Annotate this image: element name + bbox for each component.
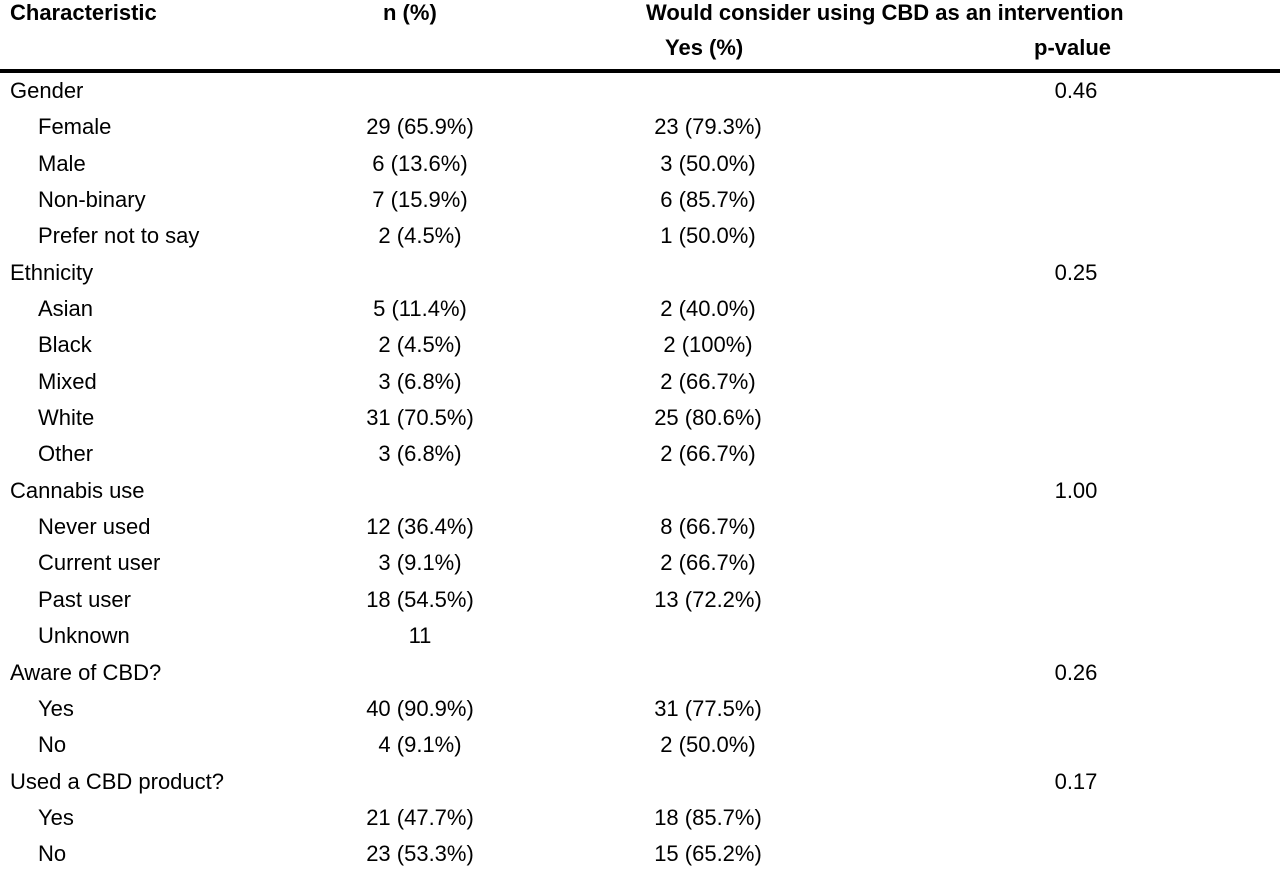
table-row: No 23 (53.3%) 15 (65.2%) [0, 836, 1280, 872]
row-label: Never used [38, 514, 151, 540]
row-n-percent: 18 (54.5%) [366, 586, 474, 612]
row-label: No [38, 841, 67, 867]
header-n-percent: n (%) [383, 0, 437, 25]
row-yes-percent: 2 (40.0%) [660, 296, 756, 322]
row-label: Other [38, 441, 94, 467]
row-yes-percent: 25 (80.6%) [654, 405, 762, 431]
table-header: Characteristic n (%) Would consider usin… [0, 0, 1280, 72]
table-row: Black 2 (4.5%) 2 (100%) [0, 327, 1280, 363]
row-yes-percent: 31 (77.5%) [654, 695, 762, 721]
table-row: Female 29 (65.9%) 23 (79.3%) [0, 109, 1280, 145]
row-yes-percent: 2 (66.7%) [660, 368, 756, 394]
table-group-row: Gender 0.46 [0, 73, 1280, 109]
row-n-percent: 6 (13.6%) [372, 150, 468, 176]
row-label: Past user [38, 586, 131, 612]
table-row: Yes 21 (47.7%) 18 (85.7%) [0, 800, 1280, 836]
row-n-percent: 5 (11.4%) [373, 296, 467, 322]
row-label: Gender [10, 78, 84, 103]
row-yes-percent: 23 (79.3%) [654, 114, 762, 140]
row-n-percent: 4 (9.1%) [378, 732, 462, 758]
row-p-value: 0.17 [1054, 768, 1098, 794]
row-yes-percent: 8 (66.7%) [660, 514, 756, 540]
table-group-row: Cannabis use 1.00 [0, 473, 1280, 509]
row-label: Mixed [38, 368, 97, 394]
row-label: Aware of CBD? [10, 659, 162, 685]
row-p-value: 0.25 [1054, 259, 1098, 285]
row-label: Asian [38, 296, 94, 322]
header-characteristic: Characteristic [10, 0, 157, 25]
row-n-percent: 7 (15.9%) [372, 187, 468, 213]
table-group-row: Ethnicity 0.25 [0, 255, 1280, 291]
row-label: Yes [38, 804, 74, 830]
row-label: Ethnicity [10, 259, 94, 285]
row-label: No [38, 732, 67, 758]
table-row: Yes 40 (90.9%) 31 (77.5%) [0, 691, 1280, 727]
row-n-percent: 11 [408, 623, 432, 649]
table-row: Non-binary 7 (15.9%) 6 (85.7%) [0, 182, 1280, 218]
row-label: White [38, 405, 95, 431]
row-n-percent: 31 (70.5%) [366, 405, 474, 431]
row-label: Cannabis use [10, 477, 145, 503]
row-label: Unknown [38, 623, 130, 649]
table-row: Other 3 (6.8%) 2 (66.7%) [0, 436, 1280, 472]
table-row: Current user 3 (9.1%) 2 (66.7%) [0, 545, 1280, 581]
table-row: Unknown 11 [0, 618, 1280, 654]
header-p-value: p-value [1034, 35, 1112, 60]
row-n-percent: 3 (6.8%) [378, 368, 462, 394]
row-label: Current user [38, 550, 161, 576]
row-n-percent: 3 (9.1%) [378, 550, 462, 576]
row-n-percent: 40 (90.9%) [366, 695, 474, 721]
header-yes-percent: Yes (%) [665, 35, 744, 60]
row-yes-percent: 1 (50.0%) [660, 223, 756, 249]
row-n-percent: 2 (4.5%) [378, 332, 462, 358]
table-row: Prefer not to say 2 (4.5%) 1 (50.0%) [0, 218, 1280, 254]
table-row: Never used 12 (36.4%) 8 (66.7%) [0, 509, 1280, 545]
row-yes-percent: 6 (85.7%) [660, 187, 756, 213]
table-row: White 31 (70.5%) 25 (80.6%) [0, 400, 1280, 436]
table-row: No 4 (9.1%) 2 (50.0%) [0, 727, 1280, 763]
row-yes-percent: 18 (85.7%) [654, 804, 762, 830]
row-yes-percent: 2 (100%) [663, 332, 753, 358]
row-label: Used a CBD product? [10, 768, 224, 794]
table-row: Asian 5 (11.4%) 2 (40.0%) [0, 291, 1280, 327]
row-n-percent: 2 (4.5%) [378, 223, 462, 249]
row-label: Prefer not to say [38, 223, 200, 249]
row-n-percent: 12 (36.4%) [366, 514, 474, 540]
row-yes-percent: 3 (50.0%) [660, 150, 756, 176]
header-divider [0, 69, 1280, 73]
row-p-value: 0.26 [1054, 659, 1098, 685]
row-yes-percent: 2 (50.0%) [660, 732, 756, 758]
row-yes-percent: 2 (66.7%) [660, 550, 756, 576]
row-n-percent: 21 (47.7%) [366, 804, 474, 830]
row-n-percent: 3 (6.8%) [378, 441, 462, 467]
row-p-value: 0.46 [1054, 78, 1098, 103]
table-row: Mixed 3 (6.8%) 2 (66.7%) [0, 364, 1280, 400]
row-label: Non-binary [38, 187, 146, 213]
row-yes-percent: 15 (65.2%) [654, 841, 762, 867]
table-row: Male 6 (13.6%) 3 (50.0%) [0, 146, 1280, 182]
row-yes-percent: 2 (66.7%) [660, 441, 756, 467]
table-group-row: Used a CBD product? 0.17 [0, 764, 1280, 800]
row-n-percent: 29 (65.9%) [366, 114, 474, 140]
row-p-value: 1.00 [1054, 477, 1098, 503]
table-group-row: Aware of CBD? 0.26 [0, 655, 1280, 691]
table-body: Gender 0.46 Female 29 (65.9%) 23 (79.3%) Male… [0, 73, 1280, 873]
row-label: Female [38, 114, 112, 140]
row-label: Yes [38, 695, 74, 721]
row-label: Black [38, 332, 92, 358]
row-label: Male [38, 150, 86, 176]
row-yes-percent: 13 (72.2%) [654, 586, 762, 612]
table-row: Past user 18 (54.5%) 13 (72.2%) [0, 582, 1280, 618]
row-n-percent: 23 (53.3%) [366, 841, 474, 867]
header-would-consider: Would consider using CBD as an intervent… [646, 0, 1124, 25]
